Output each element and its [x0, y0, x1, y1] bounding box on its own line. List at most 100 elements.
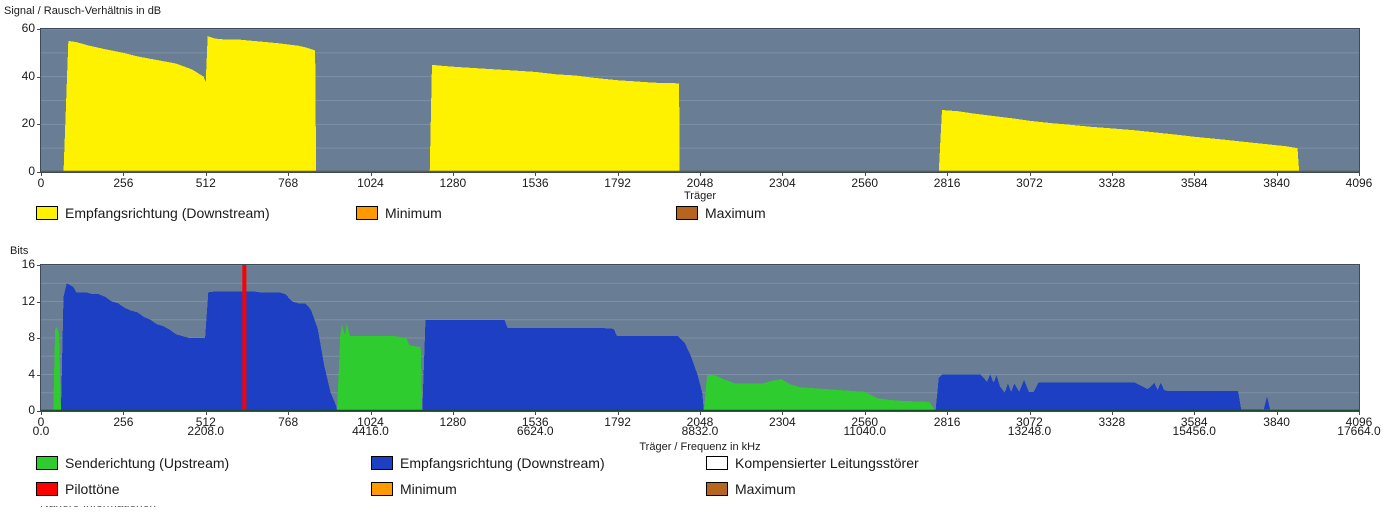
footer-clipped-text: Nähere Informationen: [40, 506, 360, 522]
legend-swatch-icon: [676, 206, 698, 220]
y-tick-mark: [37, 76, 41, 78]
bits-plot-svg: [41, 265, 1359, 411]
legend-label: Pilottöne: [65, 481, 120, 497]
x-tick-mark: [535, 172, 537, 176]
y-tick-label: 12: [21, 293, 35, 308]
x-tick-mark: [370, 172, 372, 176]
legend-swatch-icon: [706, 482, 728, 496]
x-tick-mark: [864, 411, 866, 415]
x-tick-mark: [617, 172, 619, 176]
pilot-tone-marker: [242, 265, 247, 411]
legend-swatch-icon: [36, 206, 58, 220]
x-tick-mark: [1276, 411, 1278, 415]
legend-swatch-icon: [371, 482, 393, 496]
frequency-tick-label: 11040.0: [843, 424, 887, 438]
legend-item[interactable]: Empfangsrichtung (Downstream): [371, 456, 605, 470]
y-tick-mark: [37, 172, 41, 173]
x-tick-mark: [41, 172, 42, 176]
x-tick-label: 3072: [1016, 415, 1043, 429]
legend-item[interactable]: Senderichtung (Upstream): [36, 456, 229, 470]
x-tick-label: 2560: [851, 415, 879, 429]
x-tick-mark: [123, 172, 125, 176]
x-tick-label: 3840: [1263, 415, 1290, 429]
x-tick-mark: [1359, 172, 1360, 176]
x-tick-label: 768: [278, 415, 299, 429]
x-tick-mark: [205, 172, 207, 176]
legend-item[interactable]: Minimum: [371, 482, 457, 496]
x-tick-mark: [947, 172, 949, 176]
x-tick-label: 3840: [1263, 176, 1290, 190]
x-tick-label: 768: [278, 176, 299, 190]
y-tick-label: 60: [21, 21, 35, 35]
x-tick-label: 2816: [933, 415, 961, 429]
y-tick-mark: [37, 411, 41, 412]
frequency-tick-label: 15456.0: [1172, 424, 1216, 438]
x-tick-label: 2304: [769, 415, 796, 429]
x-tick-label: 3584: [1180, 415, 1208, 429]
x-tick-mark: [1194, 172, 1196, 176]
legend-swatch-icon: [36, 456, 58, 470]
y-tick-label: 20: [21, 116, 35, 131]
legend-item[interactable]: Kompensierter Leitungsstörer: [706, 456, 919, 470]
x-tick-label: 2048: [686, 176, 714, 190]
frequency-tick-label: 8832.0: [681, 424, 719, 438]
y-tick-label: 0: [28, 403, 35, 417]
frequency-tick-label: 17664.0: [1337, 424, 1381, 438]
x-tick-mark: [205, 411, 207, 415]
x-tick-mark: [370, 411, 372, 415]
y-tick-label: 8: [28, 330, 35, 344]
x-tick-label: 4096: [1345, 176, 1373, 190]
x-tick-mark: [617, 411, 619, 415]
x-tick-label: 1280: [439, 415, 467, 429]
x-tick-mark: [452, 411, 454, 415]
x-tick-label: 2048: [686, 415, 714, 429]
legend-label: Kompensierter Leitungsstörer: [735, 455, 919, 471]
series-area: [703, 374, 936, 411]
legend-swatch-icon: [36, 482, 58, 496]
legend-item[interactable]: Minimum: [356, 206, 442, 220]
bits-plot-area: [40, 264, 1360, 412]
series-area: [53, 327, 61, 411]
x-tick-mark: [1029, 411, 1031, 415]
bits-chart-title: Bits: [10, 245, 29, 257]
x-tick-mark: [288, 172, 290, 176]
frequency-tick-label: 6624.0: [516, 424, 554, 438]
x-tick-label: 2816: [933, 176, 961, 190]
x-tick-label: 3328: [1098, 415, 1126, 429]
x-tick-label: 0: [37, 176, 45, 190]
series-area: [938, 110, 1300, 172]
x-tick-label: 512: [195, 415, 216, 429]
x-tick-label: 256: [113, 415, 134, 429]
series-area: [60, 283, 338, 411]
legend-item[interactable]: Pilottöne: [36, 482, 119, 496]
legend-swatch-icon: [371, 456, 393, 470]
x-tick-mark: [452, 172, 454, 176]
series-area: [63, 36, 317, 172]
x-tick-mark: [288, 411, 290, 415]
x-tick-label: 4096: [1345, 415, 1373, 429]
x-tick-mark: [700, 411, 701, 415]
series-area: [429, 64, 680, 172]
legend-item[interactable]: Empfangsrichtung (Downstream): [36, 206, 270, 220]
x-tick-label: 1792: [604, 176, 631, 190]
snr-plot-svg: [41, 29, 1359, 172]
x-tick-mark: [123, 411, 125, 415]
x-tick-label: 1536: [521, 415, 549, 429]
frequency-tick-label: 2208.0: [187, 424, 225, 438]
x-tick-mark: [1359, 411, 1360, 415]
series-area: [337, 323, 423, 411]
frequency-tick-label: 4416.0: [352, 424, 389, 438]
y-tick-mark: [37, 124, 41, 126]
legend-label: Senderichtung (Upstream): [65, 455, 230, 471]
x-tick-mark: [1111, 172, 1113, 176]
frequency-tick-label: 13248.0: [1007, 424, 1052, 438]
x-tick-label: 2304: [769, 176, 796, 190]
legend-item[interactable]: Maximum: [706, 482, 796, 496]
legend-swatch-icon: [356, 206, 378, 220]
legend-item[interactable]: Maximum: [676, 206, 766, 220]
x-tick-label: 1024: [357, 415, 384, 429]
x-tick-mark: [1029, 172, 1031, 176]
series-area: [935, 374, 1296, 411]
y-tick-label: 4: [28, 366, 35, 381]
